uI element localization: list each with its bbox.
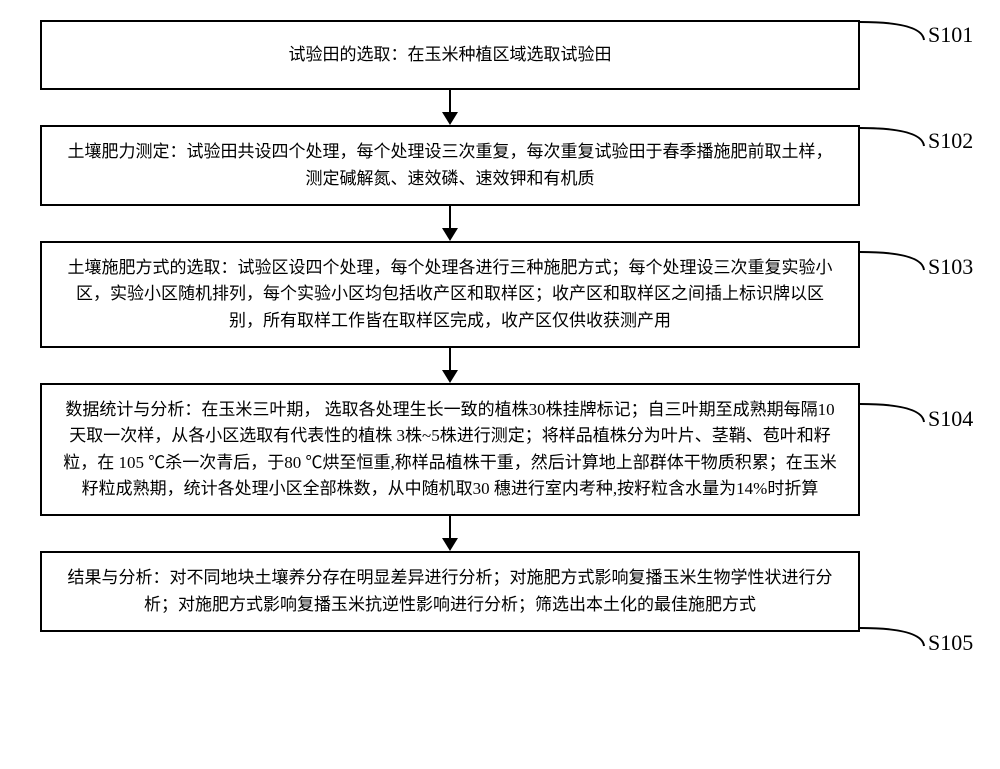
flow-step: 土壤施肥方式的选取：试验区设四个处理，每个处理各进行三种施肥方式；每个处理设三次… [40, 241, 1000, 348]
step-label-s104: S104 [928, 406, 973, 432]
step-label-s102: S102 [928, 128, 973, 154]
arrow-head-icon [442, 538, 458, 551]
step-text: 数据统计与分析：在玉米三叶期， 选取各处理生长一致的植株30株挂牌标记；自三叶期… [63, 400, 837, 498]
arrow-head-icon [442, 112, 458, 125]
arrow-line [449, 348, 451, 372]
step-label-s105: S105 [928, 630, 973, 656]
arrow-connector [40, 348, 860, 383]
arrow-line [449, 90, 451, 114]
step-box-s102: 土壤肥力测定：试验田共设四个处理，每个处理设三次重复，每次重复试验田于春季播施肥… [40, 125, 860, 206]
arrow-line [449, 206, 451, 230]
step-box-s103: 土壤施肥方式的选取：试验区设四个处理，每个处理各进行三种施肥方式；每个处理设三次… [40, 241, 860, 348]
flow-step: 数据统计与分析：在玉米三叶期， 选取各处理生长一致的植株30株挂牌标记；自三叶期… [40, 383, 1000, 516]
flow-step: 试验田的选取：在玉米种植区域选取试验田 [40, 20, 1000, 90]
step-text: 土壤肥力测定：试验田共设四个处理，每个处理设三次重复，每次重复试验田于春季播施肥… [68, 142, 833, 187]
flowchart-container: 试验田的选取：在玉米种植区域选取试验田 土壤肥力测定：试验田共设四个处理，每个处… [0, 0, 1000, 632]
arrow-connector [40, 206, 860, 241]
flow-step: 结果与分析：对不同地块土壤养分存在明显差异进行分析；对施肥方式影响复播玉米生物学… [40, 551, 1000, 632]
step-text: 试验田的选取：在玉米种植区域选取试验田 [289, 45, 612, 64]
step-label-s101: S101 [928, 22, 973, 48]
step-text: 结果与分析：对不同地块土壤养分存在明显差异进行分析；对施肥方式影响复播玉米生物学… [68, 568, 833, 613]
step-text: 土壤施肥方式的选取：试验区设四个处理，每个处理各进行三种施肥方式；每个处理设三次… [68, 258, 833, 330]
flow-step: 土壤肥力测定：试验田共设四个处理，每个处理设三次重复，每次重复试验田于春季播施肥… [40, 125, 1000, 206]
arrow-connector [40, 516, 860, 551]
arrow-head-icon [442, 228, 458, 241]
arrow-connector [40, 90, 860, 125]
step-box-s104: 数据统计与分析：在玉米三叶期， 选取各处理生长一致的植株30株挂牌标记；自三叶期… [40, 383, 860, 516]
arrow-head-icon [442, 370, 458, 383]
step-label-s103: S103 [928, 254, 973, 280]
arrow-line [449, 516, 451, 540]
step-box-s101: 试验田的选取：在玉米种植区域选取试验田 [40, 20, 860, 90]
step-box-s105: 结果与分析：对不同地块土壤养分存在明显差异进行分析；对施肥方式影响复播玉米生物学… [40, 551, 860, 632]
